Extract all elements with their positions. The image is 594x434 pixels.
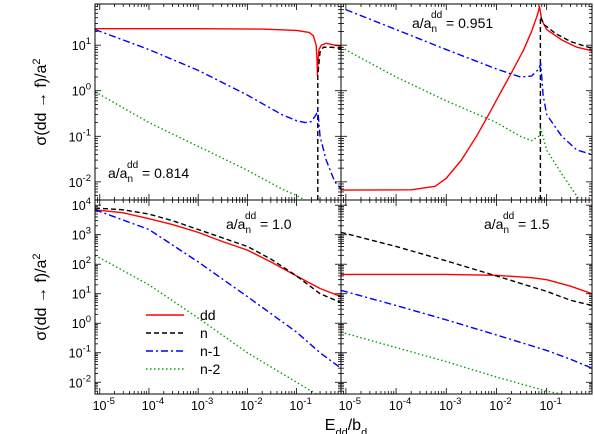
y-tick-label: 101 xyxy=(72,36,91,53)
x-tick-label: 10-2 xyxy=(489,396,511,413)
annotation-sup: dd xyxy=(503,211,514,222)
panel-bottom-left: 10-2 10-1 100 101 102 103 104 10-5 10-4 10-3 10-2 1… xyxy=(69,196,342,413)
legend-entry-dd: dd xyxy=(146,307,216,323)
series-n-2-line xyxy=(341,46,581,200)
series-dd-line xyxy=(95,209,341,298)
series-group xyxy=(341,5,592,200)
series-dd-line xyxy=(341,5,592,191)
legend-label: n-2 xyxy=(200,361,220,377)
series-n-line xyxy=(341,231,592,307)
series-dd-line xyxy=(95,27,341,76)
annotation-value: = 1.5 xyxy=(514,216,550,232)
y-tick-label: 100 xyxy=(72,82,91,99)
y-tick-label: 103 xyxy=(72,226,91,243)
x-tick-label: 10-3 xyxy=(191,396,213,413)
y-tick-label: 10-2 xyxy=(69,173,91,190)
y-axis-label-bottom: σ(dd → f)/a2 xyxy=(31,253,50,340)
series-dd-line xyxy=(341,273,592,295)
y-tick-label: 100 xyxy=(72,314,91,331)
panel-frames xyxy=(94,3,593,395)
legend-entry-n-1: n-1 xyxy=(146,343,220,359)
x-tick-label: 10-1 xyxy=(539,396,561,413)
annotation-value: = 0.814 xyxy=(138,165,189,181)
series-group xyxy=(341,231,592,394)
x-tick-label: 10-1 xyxy=(289,396,311,413)
y-tick-label: 10-2 xyxy=(69,373,91,390)
panel-bottom-right: 10-5 10-4 10-3 10-2 10-1 a/an dd = 1.5 xyxy=(339,200,593,413)
annotation-sub: n xyxy=(503,225,509,236)
x-tick-label: 10-2 xyxy=(240,396,262,413)
annotation-value: = 0.951 xyxy=(442,15,493,31)
series-n-2-line xyxy=(341,331,562,394)
panel-annotation: a/an dd = 1.5 xyxy=(484,211,550,236)
annotation-sup: dd xyxy=(431,10,442,21)
series-n-1-line xyxy=(95,209,341,369)
annotation-sup: dd xyxy=(245,211,256,222)
x-axis-label: Edd/bd xyxy=(325,417,367,434)
legend-label: dd xyxy=(200,307,216,323)
y-tick-label: 102 xyxy=(72,255,91,272)
series-n-line xyxy=(95,207,341,304)
x-tick-label: 10-3 xyxy=(439,396,461,413)
legend-entry-n: n xyxy=(146,325,208,341)
legend-entry-n-2: n-2 xyxy=(146,361,220,377)
series-group xyxy=(95,27,341,200)
series-n-1-line xyxy=(95,28,341,190)
tick-group xyxy=(340,3,593,201)
annotation-sup: dd xyxy=(127,160,138,171)
series-group xyxy=(95,207,341,394)
tick-group: 10-2 10-1 100 101 102 103 104 10-5 10-4 10-3 10-2 1… xyxy=(69,196,342,413)
legend-label: n-1 xyxy=(200,343,220,359)
series-n-line xyxy=(539,16,592,200)
y-tick-label: 101 xyxy=(72,285,91,302)
annotation-sub: n xyxy=(127,174,133,185)
y-tick-label: 104 xyxy=(72,196,91,213)
x-tick-label: 10-4 xyxy=(142,396,164,413)
y-tick-label: 10-1 xyxy=(69,344,91,361)
x-tick-label: 10-5 xyxy=(93,396,115,413)
y-axis-label-top: σ(dd → f)/a2 xyxy=(31,58,50,145)
annotation-sub: n xyxy=(245,225,251,236)
annotation-sub: n xyxy=(431,24,437,35)
tick-group: 10-5 10-4 10-3 10-2 10-1 xyxy=(339,200,593,413)
annotation-prefix: a/a xyxy=(484,216,504,232)
legend-label: n xyxy=(200,325,208,341)
x-tick-label: 10-5 xyxy=(339,396,361,413)
series-n-1-line xyxy=(345,9,592,156)
panel-annotation: a/an dd = 0.951 xyxy=(412,10,493,35)
legend: dd n n-1 n-2 xyxy=(146,307,220,377)
outer-frame xyxy=(94,3,593,395)
y-tick-label: 10-1 xyxy=(69,127,91,144)
panel-top-left: 10-2 10-1 100 101 a/an dd = 0.814 xyxy=(69,3,342,201)
annotation-prefix: a/a xyxy=(226,216,246,232)
annotation-value: = 1.0 xyxy=(256,216,292,232)
x-tick-label: 10-4 xyxy=(389,396,411,413)
series-n-1-line xyxy=(341,289,592,369)
panel-annotation: a/an dd = 1.0 xyxy=(226,211,292,236)
annotation-prefix: a/a xyxy=(412,15,432,31)
annotation-prefix: a/a xyxy=(108,165,128,181)
series-n-line xyxy=(317,46,341,200)
panel-top-right: a/an dd = 0.951 xyxy=(340,3,593,201)
panel-annotation: a/an dd = 0.814 xyxy=(108,160,189,185)
